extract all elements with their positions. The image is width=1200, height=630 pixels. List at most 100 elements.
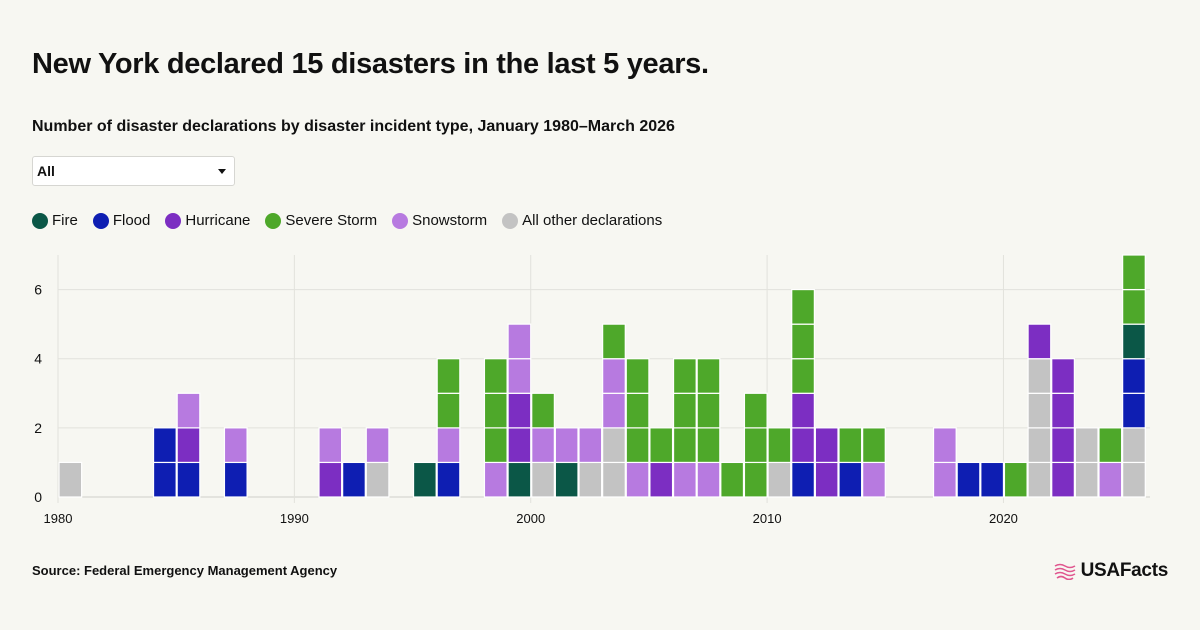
bar-segment-snowstorm	[1098, 461, 1123, 498]
bar-segment-flood	[223, 461, 248, 498]
bar-segment-other	[767, 461, 792, 498]
bar-segment-severe-storm	[672, 358, 697, 394]
bar-segment-snowstorm	[507, 323, 532, 360]
bar-segment-snowstorm	[602, 358, 626, 394]
bar-segment-hurricane	[814, 461, 839, 498]
legend-label: Severe Storm	[285, 212, 378, 229]
bar-segment-fire	[507, 461, 532, 498]
bar-segment-severe-storm	[649, 427, 674, 464]
bar-segment-flood	[152, 427, 177, 464]
bar-segment-severe-storm	[696, 392, 721, 429]
bar-segment-severe-storm	[1122, 254, 1146, 291]
bar-segment-flood	[436, 461, 461, 498]
chevron-down-icon	[218, 168, 226, 174]
bar-segment-hurricane	[1051, 427, 1075, 464]
x-tick-label: 2000	[516, 511, 545, 526]
bar-segment-severe-storm	[602, 323, 626, 360]
bar-segment-severe-storm	[767, 427, 792, 464]
bar-segment-severe-storm	[791, 323, 815, 360]
bar-segment-other	[1027, 392, 1052, 429]
bar-segment-other	[1122, 427, 1146, 464]
bar-segment-severe-storm	[862, 427, 886, 464]
bar-segment-snowstorm	[365, 427, 390, 464]
bar-segment-snowstorm	[862, 461, 886, 498]
bar-segment-severe-storm	[483, 392, 508, 429]
bar-segment-flood	[791, 461, 815, 498]
bar-segment-flood	[152, 461, 177, 498]
bar-segment-severe-storm	[696, 358, 721, 394]
x-tick-label: 1980	[44, 511, 73, 526]
bar-segment-snowstorm	[696, 461, 721, 498]
chart-subtitle: Number of disaster declarations by disas…	[32, 118, 675, 135]
bar-segment-other	[602, 427, 626, 464]
legend-swatch	[265, 212, 282, 229]
bar-segment-other	[58, 461, 83, 498]
page-title: New York declared 15 disasters in the la…	[32, 48, 709, 80]
bar-segment-other	[1074, 427, 1099, 464]
bar-segment-snowstorm	[554, 427, 579, 464]
legend-label: All other declarations	[522, 212, 663, 229]
bar-segment-other	[1027, 461, 1052, 498]
legend-swatch	[502, 212, 519, 229]
bar-segment-severe-storm	[838, 427, 863, 464]
legend-label: Fire	[52, 212, 78, 229]
bar-segment-severe-storm	[1003, 461, 1028, 498]
bar-segment-severe-storm	[743, 392, 768, 429]
bar-segment-snowstorm	[318, 427, 343, 464]
legend-swatch	[392, 212, 409, 229]
legend-item-hurricane: Hurricane	[165, 212, 250, 229]
legend-item-severe-storm: Severe Storm	[265, 212, 377, 229]
bar-segment-severe-storm	[791, 288, 815, 325]
legend-item-fire: Fire	[32, 212, 78, 229]
bar-segment-other	[1074, 461, 1099, 498]
bar-segment-severe-storm	[483, 427, 508, 464]
x-tick-label: 1990	[280, 511, 309, 526]
y-tick-label: 6	[34, 282, 42, 298]
bar-segment-hurricane	[1051, 461, 1075, 498]
bar-segment-snowstorm	[625, 461, 650, 498]
bar-segment-flood	[956, 461, 981, 498]
bar-segment-snowstorm	[531, 427, 555, 464]
bar-segment-snowstorm	[932, 461, 957, 498]
bar-segment-snowstorm	[176, 392, 201, 429]
y-tick-label: 0	[34, 489, 42, 505]
dropdown-selected-value: All	[37, 163, 55, 179]
bar-segment-snowstorm	[672, 461, 697, 498]
x-tick-label: 2020	[989, 511, 1018, 526]
bar-segment-snowstorm	[932, 427, 957, 464]
bar-segment-flood	[1122, 392, 1146, 429]
bar-segment-hurricane	[1027, 323, 1052, 360]
legend-swatch	[32, 212, 48, 229]
incident-type-dropdown[interactable]: All	[32, 156, 235, 186]
bar-segment-severe-storm	[483, 358, 508, 394]
x-tick-label: 2010	[753, 511, 782, 526]
stacked-bar-chart: 0 2 4 6 1980 1990 2000 2010 2020	[34, 254, 1150, 526]
bar-segment-hurricane	[507, 427, 532, 464]
bar-segment-other	[602, 461, 626, 498]
bar-segment-severe-storm	[1098, 427, 1123, 464]
legend-swatch	[165, 212, 182, 229]
legend-item-snowstorm: Snowstorm	[392, 212, 487, 229]
legend-label: Snowstorm	[412, 212, 488, 229]
brand-name: USAFacts	[1080, 560, 1169, 581]
bar-segment-severe-storm	[672, 392, 697, 429]
bar-segment-fire	[1122, 323, 1146, 360]
source-note: Source: Federal Emergency Management Age…	[32, 563, 338, 578]
bar-segment-snowstorm	[223, 427, 248, 464]
bar-segment-snowstorm	[602, 392, 626, 429]
bar-segment-hurricane	[318, 461, 343, 498]
brand-logo: USAFacts	[1053, 560, 1168, 582]
bar-segment-severe-storm	[1122, 288, 1146, 325]
bar-segment-severe-storm	[625, 427, 650, 464]
bar-segment-hurricane	[791, 392, 815, 429]
bar-segment-severe-storm	[720, 461, 745, 498]
bar-segment-snowstorm	[483, 461, 508, 498]
bar-segment-hurricane	[507, 392, 532, 429]
bar-segment-severe-storm	[696, 427, 721, 464]
bar-segment-fire	[412, 461, 437, 498]
bar-segment-other	[365, 461, 390, 498]
bar-segment-fire	[554, 461, 579, 498]
bar-segment-severe-storm	[743, 427, 768, 464]
bar-segment-hurricane	[1051, 358, 1075, 394]
legend-label: Hurricane	[185, 212, 251, 229]
